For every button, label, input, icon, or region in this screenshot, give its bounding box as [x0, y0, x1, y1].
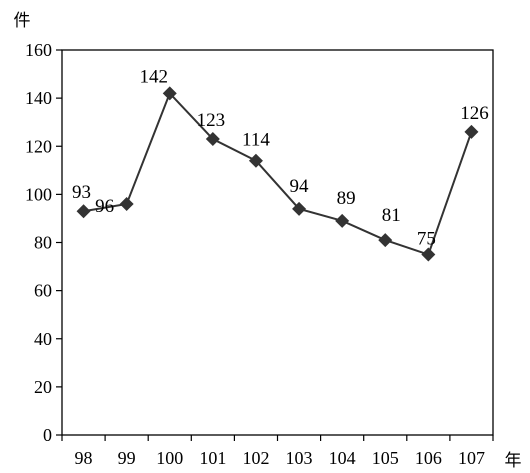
- data-point-marker: [162, 86, 177, 101]
- data-point-marker: [464, 124, 479, 139]
- data-label: 93: [72, 182, 91, 203]
- data-label: 114: [242, 130, 270, 151]
- y-tick-label: 20: [34, 377, 52, 397]
- x-tick-label: 106: [415, 448, 442, 468]
- data-label: 89: [337, 188, 356, 209]
- series-line: [83, 91, 473, 256]
- data-point-marker: [205, 132, 220, 147]
- x-tick-label: 104: [329, 448, 356, 468]
- y-tick-label: 140: [25, 88, 52, 108]
- x-tick-label: 103: [286, 448, 313, 468]
- x-tick-label: 101: [199, 448, 226, 468]
- data-label: 126: [460, 103, 489, 124]
- x-tick-label: 98: [75, 448, 93, 468]
- y-tick-label: 120: [25, 136, 52, 156]
- data-label: 94: [290, 176, 310, 197]
- y-tick-label: 160: [25, 40, 52, 60]
- data-point-marker: [335, 213, 350, 228]
- x-tick-label: 100: [156, 448, 183, 468]
- data-label: 75: [417, 229, 436, 250]
- data-label: 142: [140, 66, 169, 87]
- data-label: 96: [95, 196, 114, 217]
- y-tick-label: 40: [34, 329, 52, 349]
- y-tick-label: 60: [34, 281, 52, 301]
- data-label: 123: [197, 110, 226, 131]
- data-point-marker: [378, 233, 393, 248]
- data-point-marker: [421, 247, 436, 262]
- data-point-marker: [292, 201, 307, 216]
- data-point-marker: [119, 197, 134, 211]
- data-point-marker: [76, 204, 91, 219]
- data-label: 81: [382, 205, 401, 226]
- y-axis-unit-label: 件: [14, 11, 31, 31]
- x-tick-label: 99: [118, 448, 136, 468]
- y-tick-label: 80: [34, 233, 52, 253]
- data-point-marker: [248, 153, 263, 168]
- x-tick-label: 107: [458, 448, 485, 468]
- y-tick-label: 100: [25, 184, 52, 204]
- y-tick-label: 0: [43, 425, 52, 445]
- x-tick-label: 105: [372, 448, 399, 468]
- x-tick-label: 102: [242, 448, 269, 468]
- x-axis-unit-label: 年: [505, 451, 522, 471]
